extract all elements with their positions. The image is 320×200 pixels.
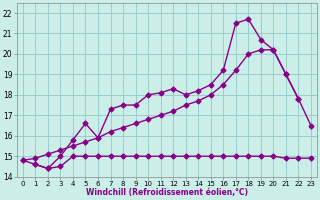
X-axis label: Windchill (Refroidissement éolien,°C): Windchill (Refroidissement éolien,°C) (86, 188, 248, 197)
